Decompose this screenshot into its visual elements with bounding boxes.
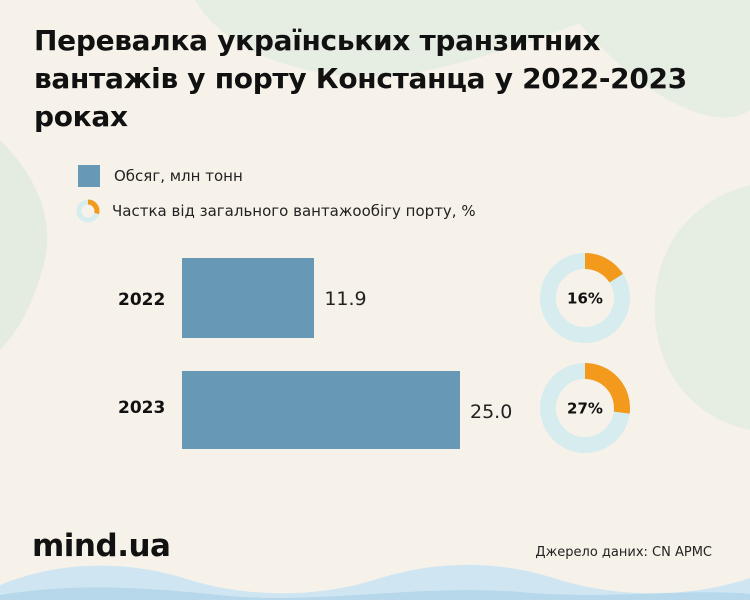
chart-title: Перевалка українських транзитних вантажі… <box>34 24 687 133</box>
donut-share-arc <box>584 363 630 414</box>
share-value-label: 16% <box>567 290 603 308</box>
category-label: 2022 <box>118 290 166 310</box>
legend-item-share: Частка від загального вантажообігу порту… <box>76 199 476 223</box>
share-value-label: 27% <box>567 400 603 418</box>
legend-item-volume: Обсяг, млн тонн <box>78 165 243 187</box>
bar-2023 <box>182 371 460 449</box>
legend-swatch-bar <box>78 165 100 187</box>
bar-2022 <box>182 258 315 338</box>
share-donut-2023: 27% <box>540 363 630 453</box>
legend-label-share: Частка від загального вантажообігу порту… <box>112 202 476 220</box>
donut-share-arc <box>584 253 623 283</box>
legend-label-volume: Обсяг, млн тонн <box>114 167 243 185</box>
bar-value-label: 25.0 <box>470 401 513 423</box>
category-label: 2023 <box>118 398 166 418</box>
source-note: Джерело даних: CN APMC <box>535 545 712 560</box>
share-donut-2022: 16% <box>540 253 630 343</box>
legend-donut-icon <box>76 199 100 223</box>
brand-logo: mind.ua <box>32 528 171 564</box>
bar-value-label: 11.9 <box>324 288 367 310</box>
